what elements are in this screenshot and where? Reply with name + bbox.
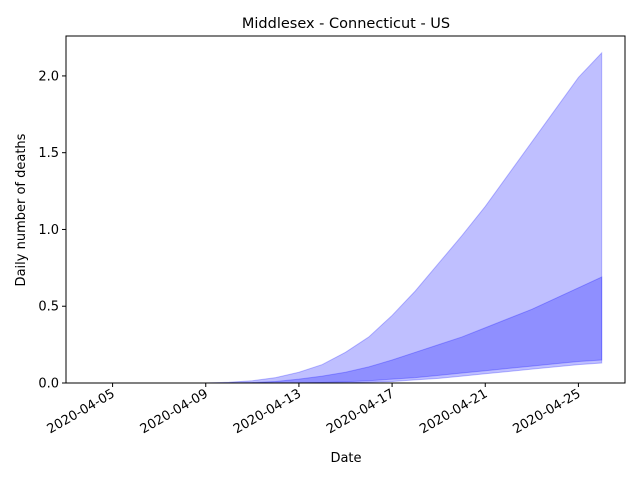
- y-axis: 0.0 0.5 1.0 1.5 2.0: [38, 69, 66, 392]
- y-tick-label: 1.5: [38, 146, 59, 161]
- confidence-band-2: [205, 276, 603, 384]
- chart-title: Middlesex - Connecticut - US: [242, 16, 450, 32]
- y-tick-label: 0.0: [38, 377, 59, 392]
- x-tick-label: 2020-04-13: [231, 386, 304, 437]
- y-tick-label: 2.0: [38, 69, 59, 84]
- x-axis: 2020-04-05 2020-04-09 2020-04-13 2020-04-17…: [45, 383, 583, 437]
- plot-frame: [65, 35, 626, 384]
- x-tick-label: 2020-04-21: [417, 386, 490, 437]
- y-axis-label: Daily number of deaths: [14, 133, 29, 286]
- y-tick-label: 0.5: [38, 300, 59, 315]
- x-axis-label: Date: [330, 451, 361, 466]
- bands-layer: [205, 51, 603, 384]
- x-tick-label: 2020-04-25: [510, 386, 583, 437]
- x-tick-label: 2020-04-05: [45, 386, 118, 437]
- y-tick-label: 1.0: [38, 223, 59, 238]
- x-tick-label: 2020-04-09: [138, 386, 211, 437]
- x-tick-label: 2020-04-17: [324, 386, 397, 437]
